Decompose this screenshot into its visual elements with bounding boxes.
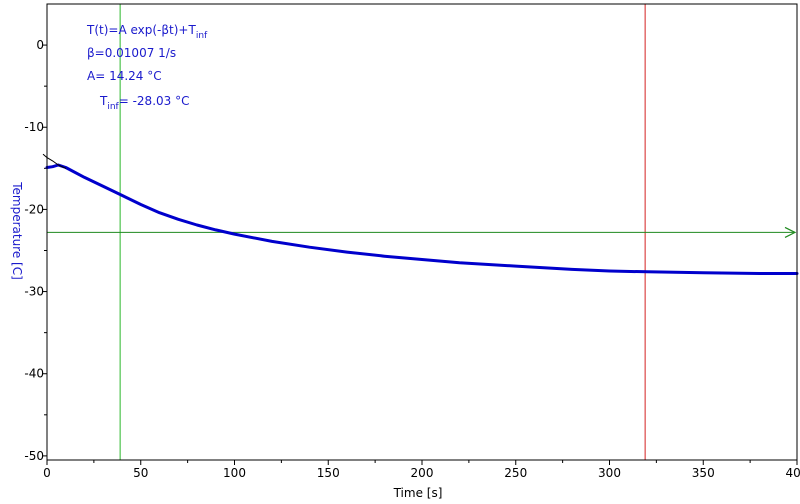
horizontal-cursor-arrow[interactable] (784, 226, 797, 238)
y-tick-label: -20 (24, 202, 44, 216)
x-tick-label: 200 (411, 466, 434, 480)
fit-tinf-value: = -28.03 °C (119, 94, 190, 108)
fit-equation-subscript: inf (196, 31, 208, 41)
fit-tinf: Tinf= -28.03 °C (99, 94, 189, 112)
x-tick-label: 100 (223, 466, 246, 480)
fit-equation-text: T(t)=A exp(-βt)+T (86, 23, 196, 37)
fit-tinf-symbol: T (99, 94, 108, 108)
y-tick-label: -50 (24, 449, 44, 463)
fit-annotation: T(t)=A exp(-βt)+Tinf β=0.01007 1/s A= 14… (86, 23, 208, 112)
series-layer (42, 153, 799, 275)
temperature-series-line (45, 163, 799, 275)
fit-beta: β=0.01007 1/s (87, 46, 176, 60)
x-tick-label: 300 (598, 466, 621, 480)
fit-amplitude: A= 14.24 °C (87, 69, 162, 83)
fit-tinf-subscript: inf (107, 102, 119, 112)
fit-equation: T(t)=A exp(-βt)+Tinf (86, 23, 208, 41)
y-tick-label: -40 (24, 367, 44, 381)
x-tick-label: 350 (692, 466, 715, 480)
x-axis-label: Time [s] (393, 486, 443, 500)
y-tick-label: -30 (24, 285, 44, 299)
x-tick-label: 0 (43, 466, 51, 480)
plot-frame (46, 3, 798, 461)
y-tick-label: -10 (24, 120, 44, 134)
x-tick-label: 50 (133, 466, 148, 480)
x-tick-label: 250 (504, 466, 527, 480)
ticks-layer: 0 50 100 150 200 250 300 350 400 0 -10 -20 -30 -40 -50 (24, 38, 800, 480)
y-tick-label: 0 (36, 38, 44, 52)
x-tick-label: 150 (317, 466, 340, 480)
fit-curve-line (42, 153, 67, 169)
y-axis-label: Temperature [C] (10, 181, 24, 280)
cursor-layer (47, 4, 797, 460)
x-tick-label: 400 (786, 466, 800, 480)
